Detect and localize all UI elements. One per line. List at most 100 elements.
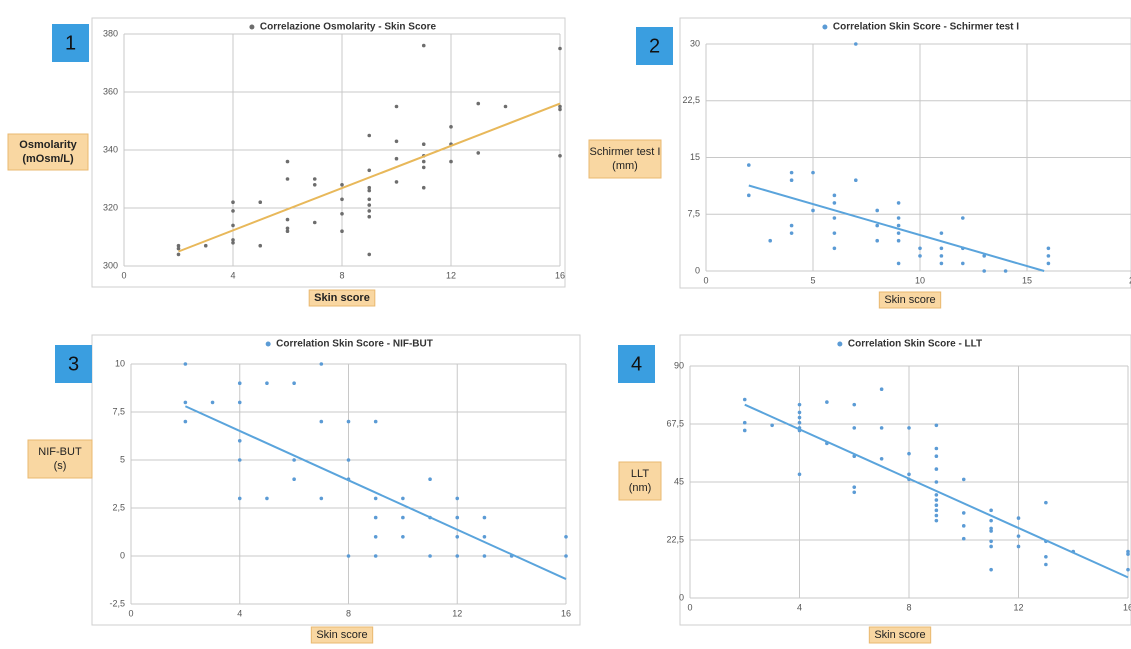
x-tick-label: 5	[810, 275, 815, 285]
point	[455, 515, 460, 520]
x-tick-label: 8	[346, 608, 351, 618]
panel-number: 1	[65, 32, 76, 54]
point	[346, 419, 351, 424]
point	[401, 535, 405, 539]
point	[258, 243, 263, 248]
point	[832, 231, 837, 235]
point	[373, 496, 378, 501]
panel-number: 3	[68, 353, 79, 375]
point	[183, 362, 188, 366]
point	[319, 496, 324, 501]
point	[455, 496, 460, 501]
point	[811, 170, 815, 175]
legend-label: Correlation Skin Score - Schirmer test I	[833, 22, 1019, 33]
point	[421, 142, 426, 146]
legend-label: Correlazione Osmolarity - Skin Score	[260, 22, 437, 33]
y-tick-label: 340	[103, 144, 118, 154]
point	[896, 231, 901, 235]
point	[449, 159, 453, 164]
point	[832, 216, 837, 220]
point	[1044, 500, 1048, 505]
point	[183, 419, 188, 424]
y-tick-label: 0	[679, 592, 684, 602]
y-tick-label: 45	[674, 476, 684, 486]
point	[346, 554, 351, 558]
x-tick-label: 12	[452, 608, 462, 618]
point	[292, 458, 296, 462]
y-tick-label: 22,5	[682, 95, 700, 105]
point	[176, 243, 181, 248]
point	[879, 457, 884, 461]
point	[401, 496, 405, 501]
panel-badge	[52, 24, 89, 62]
point	[1046, 254, 1051, 258]
y-axis-label: (mOsm/L)	[22, 153, 74, 165]
point	[373, 515, 378, 520]
point	[421, 165, 426, 170]
point	[989, 526, 993, 531]
point	[340, 183, 344, 187]
point	[934, 508, 939, 513]
point	[176, 246, 181, 251]
point	[832, 246, 837, 251]
point	[989, 529, 993, 533]
point	[896, 261, 901, 266]
point	[428, 477, 432, 482]
point	[394, 139, 399, 144]
point	[176, 252, 181, 257]
x-label-box	[308, 289, 376, 307]
y-tick-label: -2,5	[109, 598, 125, 608]
point	[231, 238, 235, 242]
point	[394, 156, 399, 161]
y-tick-label: 320	[103, 202, 118, 212]
point	[312, 177, 317, 181]
point	[939, 246, 944, 251]
point	[183, 400, 188, 405]
point	[367, 252, 372, 257]
point	[742, 397, 747, 402]
point	[907, 426, 911, 430]
legend-label: Correlation Skin Score - NIF-BUT	[276, 339, 433, 350]
point	[934, 480, 939, 484]
point	[394, 104, 399, 109]
point	[825, 400, 829, 404]
point	[1126, 567, 1130, 572]
point	[421, 43, 426, 48]
point	[367, 214, 372, 219]
point	[394, 180, 399, 184]
chart-frame	[91, 17, 566, 288]
point	[747, 163, 751, 167]
point	[292, 381, 296, 386]
point	[1016, 516, 1021, 520]
x-label-box	[878, 291, 942, 309]
point	[896, 238, 901, 243]
point	[558, 154, 562, 158]
y-tick-label: 2,5	[112, 502, 125, 512]
y-axis-label: Schirmer test I	[590, 146, 661, 158]
x-tick-label: 16	[1123, 602, 1131, 612]
point	[231, 200, 235, 204]
legend-marker	[249, 24, 255, 30]
point	[854, 42, 858, 46]
point	[939, 231, 944, 235]
panel-badge	[55, 345, 92, 383]
point	[896, 216, 901, 220]
point	[1016, 544, 1021, 549]
point	[934, 454, 939, 459]
panel-badge	[618, 345, 655, 383]
point	[455, 535, 460, 539]
chart-frame	[679, 17, 1131, 289]
point	[292, 477, 296, 482]
y-label-box	[27, 439, 93, 479]
point	[258, 200, 263, 204]
point	[961, 477, 966, 482]
point	[482, 515, 487, 520]
y-tick-label: 67,5	[666, 418, 684, 428]
point	[797, 410, 802, 415]
point	[373, 419, 378, 424]
y-tick-label: 300	[103, 260, 118, 270]
point	[879, 426, 884, 430]
point	[367, 209, 372, 213]
point	[934, 503, 939, 508]
point	[237, 458, 242, 462]
